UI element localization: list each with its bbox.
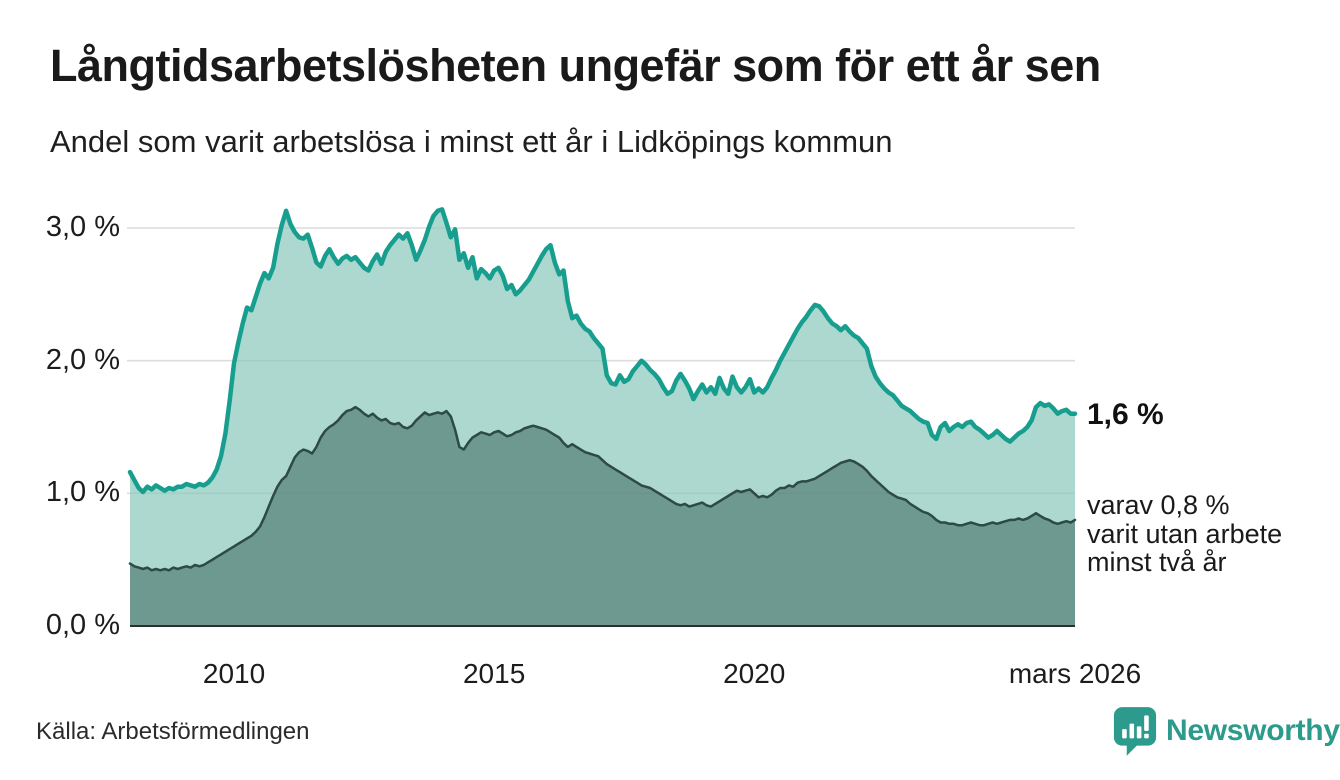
secondary-annotation-line3: minst två år	[1087, 547, 1227, 577]
x-tick-label: 2015	[462, 658, 526, 689]
newsworthy-logo-icon	[1113, 707, 1157, 756]
secondary-series-annotation: varav 0,8 % varit utan arbete minst två …	[1087, 491, 1282, 577]
newsworthy-logo: Newsworthy	[1113, 706, 1340, 756]
y-tick-label: 2,0 %	[45, 343, 120, 376]
page-title: Långtidsarbetslösheten ungefär som för e…	[50, 40, 1101, 91]
y-tick-label: 0,0 %	[45, 609, 120, 641]
latest-value-annotation: 1,6 %	[1087, 398, 1164, 431]
source-credit: Källa: Arbetsförmedlingen	[36, 718, 310, 745]
x-tick-label: mars 2026	[1008, 658, 1142, 689]
y-tick-label: 3,0 %	[45, 211, 120, 243]
series-line-1	[127, 207, 1078, 495]
x-tick-label: 2010	[202, 658, 266, 689]
y-tick-label: 1,0 %	[45, 476, 120, 509]
newsworthy-logo-text: Newsworthy	[1166, 714, 1340, 747]
secondary-annotation-line1: varav 0,8 %	[1087, 490, 1230, 520]
series-area-2	[130, 407, 1075, 626]
secondary-annotation-line2: varit utan arbete	[1087, 518, 1283, 549]
series-line-2	[128, 405, 1077, 572]
chart-subtitle: Andel som varit arbetslösa i minst ett å…	[50, 124, 893, 159]
x-tick-label: 2020	[723, 658, 786, 689]
